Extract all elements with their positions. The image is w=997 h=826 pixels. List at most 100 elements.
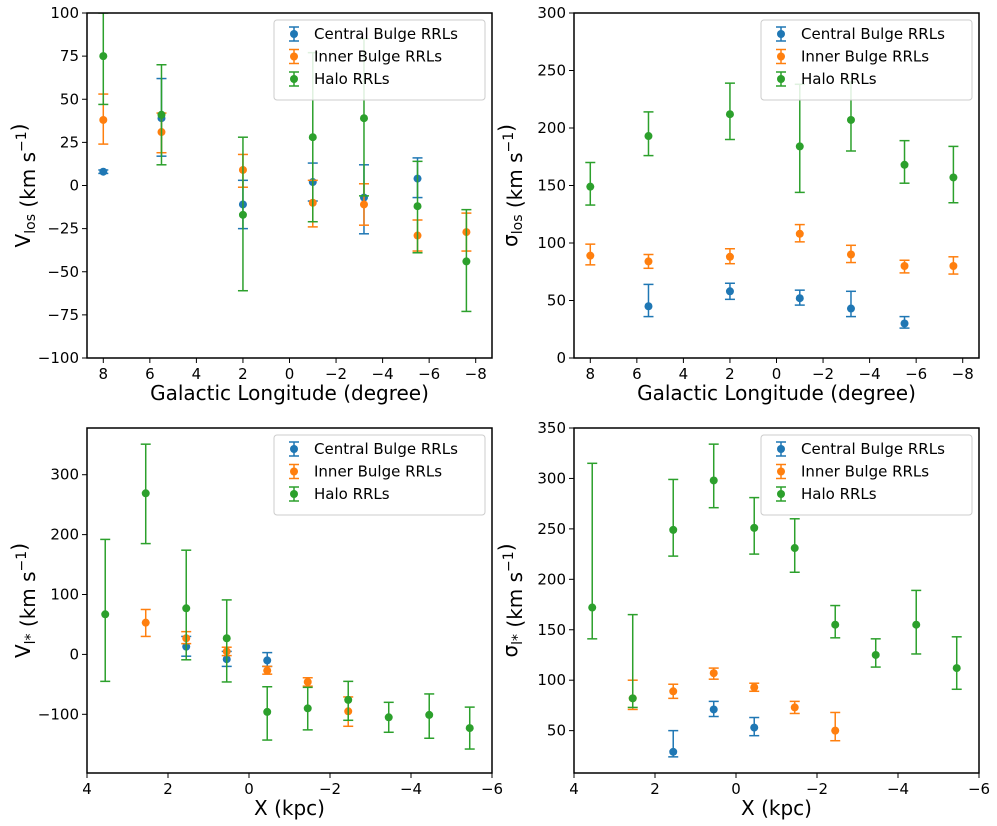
marker <box>949 262 958 270</box>
legend-label: Central Bulge RRLs <box>314 25 458 43</box>
x-tick-label: −6 <box>418 365 440 383</box>
y-axis-label-part: V <box>11 233 35 247</box>
legend-label: Central Bulge RRLs <box>801 440 945 458</box>
y-axis-label-part: σ <box>498 645 522 658</box>
data-point-central <box>794 289 805 306</box>
marker <box>750 683 759 692</box>
marker <box>462 257 471 266</box>
marker <box>263 656 272 665</box>
marker <box>384 713 393 722</box>
marker <box>669 687 678 696</box>
data-point-halo <box>156 64 167 166</box>
marker <box>900 160 909 169</box>
data-point-halo <box>383 701 394 734</box>
data-point-halo <box>100 538 111 683</box>
data-point-halo <box>789 518 800 574</box>
axes-frame <box>573 427 980 774</box>
y-tick-label: −75 <box>47 306 79 324</box>
marker <box>101 610 110 619</box>
chart-panel-sigma-los-vs-l: 8 6 4 2 0 −2 −4 −6 −8 0 50 100 150 200 250 300 Galactic … <box>494 4 980 405</box>
data-point-inner <box>643 253 654 270</box>
data-point-central <box>845 290 856 318</box>
legend-box <box>273 434 486 516</box>
legend-entry-central: Central Bulge RRLs <box>776 25 945 43</box>
x-tick-label: −6 <box>968 780 990 798</box>
x-tick-label: −8 <box>465 365 487 383</box>
plot-area <box>100 443 475 750</box>
data-point-central <box>668 729 679 758</box>
legend-box <box>760 434 973 516</box>
data-point-halo <box>412 160 423 254</box>
marker <box>669 747 678 756</box>
y-axis-label-part: σ <box>498 234 522 247</box>
y-tick-label: 250 <box>537 62 566 80</box>
data-point-halo <box>911 589 922 655</box>
legend-entry-inner: Inner Bulge RRLs <box>776 48 929 66</box>
data-point-halo <box>627 613 638 709</box>
marker <box>912 620 921 629</box>
data-point-central <box>724 282 735 301</box>
marker <box>99 52 108 61</box>
y-axis-label-part: ) <box>494 124 518 132</box>
marker <box>644 132 653 141</box>
legend-marker <box>290 445 298 453</box>
marker <box>99 115 108 124</box>
data-point-inner <box>668 683 679 700</box>
data-point-halo <box>140 443 151 545</box>
plot-area <box>587 443 962 758</box>
x-tick-label: 8 <box>99 365 109 383</box>
legend: Central Bulge RRLs Inner Bulge RRLs Halo R… <box>760 19 973 101</box>
marker <box>413 202 422 211</box>
data-point-central <box>643 283 654 318</box>
data-point-halo <box>237 136 248 292</box>
series-halo <box>587 443 962 709</box>
data-point-halo <box>221 599 232 683</box>
marker <box>725 110 734 119</box>
marker <box>846 250 855 259</box>
legend-marker <box>777 467 785 476</box>
data-point-halo <box>749 496 760 555</box>
legend-marker <box>777 490 785 498</box>
marker <box>669 525 678 534</box>
legend-label: Halo RRLs <box>314 485 390 503</box>
y-tick-label: −25 <box>47 220 79 238</box>
data-point-halo <box>870 638 881 668</box>
legend-entry-central: Central Bulge RRLs <box>289 440 458 458</box>
x-tick-label: 0 <box>772 365 782 383</box>
legend-marker <box>290 467 298 476</box>
marker <box>795 229 804 238</box>
marker <box>831 726 840 735</box>
legend: Central Bulge RRLs Inner Bulge RRLs Halo R… <box>760 434 973 516</box>
data-point-central <box>708 700 719 718</box>
y-tick-label: 0 <box>556 349 566 367</box>
legend-entry-central: Central Bulge RRLs <box>289 25 458 43</box>
data-point-halo <box>585 161 596 206</box>
legend-entry-inner: Inner Bulge RRLs <box>289 463 442 481</box>
data-point-inner <box>749 682 760 693</box>
y-tick-label: 200 <box>537 119 566 137</box>
y-tick-label: −100 <box>38 705 79 723</box>
x-tick-label: −4 <box>859 365 881 383</box>
y-tick-label: 0 <box>69 177 79 195</box>
data-point-inner <box>845 244 856 264</box>
data-point-halo <box>262 686 273 741</box>
data-point-inner <box>789 700 800 715</box>
marker <box>157 110 166 119</box>
marker <box>952 664 961 673</box>
x-tick-label: −2 <box>319 780 341 798</box>
legend-label: Inner Bulge RRLs <box>314 48 442 66</box>
x-tick-label: −8 <box>952 365 974 383</box>
legend-entry-central: Central Bulge RRLs <box>776 440 945 458</box>
x-tick-label: 4 <box>192 365 202 383</box>
data-point-central <box>98 167 109 176</box>
y-axis-label-superscript: −1 <box>14 551 30 572</box>
x-tick-label: −4 <box>372 365 394 383</box>
y-axis-label-part: ) <box>7 124 31 132</box>
data-point-inner <box>794 223 805 243</box>
series-halo <box>100 443 475 750</box>
marker <box>846 304 855 313</box>
y-tick-label: 75 <box>60 47 79 65</box>
legend: Central Bulge RRLs Inner Bulge RRLs Halo R… <box>273 434 486 516</box>
marker <box>709 669 718 678</box>
